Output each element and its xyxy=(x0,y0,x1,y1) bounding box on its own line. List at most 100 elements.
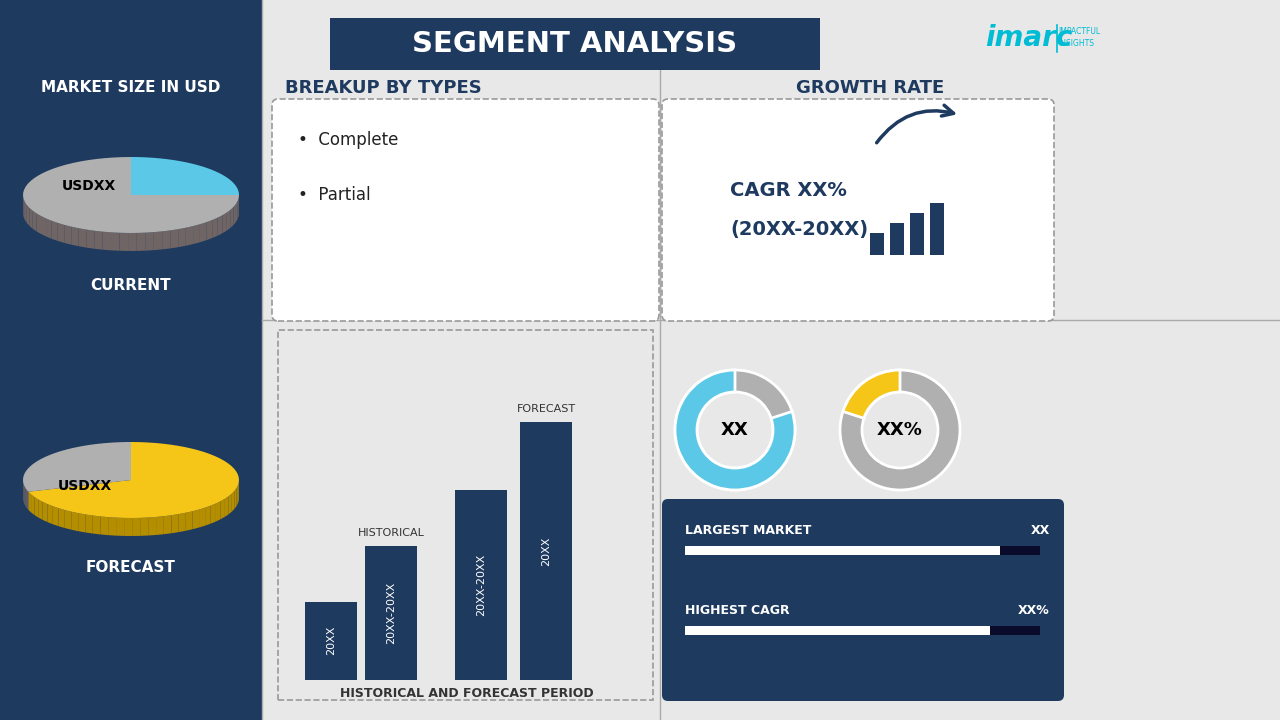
Text: 20XX: 20XX xyxy=(326,626,335,655)
Text: •  Partial: • Partial xyxy=(298,186,371,204)
Wedge shape xyxy=(675,370,795,490)
Bar xyxy=(989,626,1039,635)
Text: SEGMENT ANALYSIS: SEGMENT ANALYSIS xyxy=(412,30,737,58)
Text: (20XX-20XX): (20XX-20XX) xyxy=(730,220,868,240)
Polygon shape xyxy=(116,518,124,536)
Polygon shape xyxy=(206,220,212,240)
Bar xyxy=(330,18,820,70)
Polygon shape xyxy=(229,494,232,514)
Polygon shape xyxy=(148,517,156,536)
Text: XX: XX xyxy=(1030,523,1050,536)
Polygon shape xyxy=(42,502,47,522)
FancyBboxPatch shape xyxy=(662,99,1053,321)
Text: •  Complete: • Complete xyxy=(298,131,398,149)
Bar xyxy=(685,546,1039,555)
Polygon shape xyxy=(78,228,86,248)
Polygon shape xyxy=(170,229,178,248)
Polygon shape xyxy=(23,157,239,233)
Polygon shape xyxy=(109,517,116,536)
Bar xyxy=(910,213,924,255)
Polygon shape xyxy=(193,224,200,244)
Polygon shape xyxy=(38,500,42,520)
Polygon shape xyxy=(119,233,128,251)
Polygon shape xyxy=(146,232,154,251)
Polygon shape xyxy=(92,516,100,534)
Text: 20XX-20XX: 20XX-20XX xyxy=(387,582,396,644)
Polygon shape xyxy=(29,208,33,229)
Polygon shape xyxy=(132,518,141,536)
Polygon shape xyxy=(78,513,86,532)
Polygon shape xyxy=(111,233,119,251)
Polygon shape xyxy=(200,222,206,242)
Text: XX%: XX% xyxy=(1019,603,1050,616)
Polygon shape xyxy=(156,516,164,535)
Polygon shape xyxy=(100,516,109,535)
Polygon shape xyxy=(23,442,131,492)
Polygon shape xyxy=(59,508,65,528)
Text: MARKET SIZE IN USD: MARKET SIZE IN USD xyxy=(41,81,220,96)
Polygon shape xyxy=(51,221,58,241)
Polygon shape xyxy=(28,492,31,513)
Polygon shape xyxy=(233,204,236,225)
Text: 20XX-20XX: 20XX-20XX xyxy=(476,554,486,616)
Text: imarc: imarc xyxy=(986,24,1073,52)
Bar xyxy=(365,546,417,680)
Polygon shape xyxy=(212,217,218,238)
Polygon shape xyxy=(154,231,163,250)
Polygon shape xyxy=(47,504,52,524)
Text: XX: XX xyxy=(721,421,749,439)
Polygon shape xyxy=(37,213,41,234)
Polygon shape xyxy=(216,501,220,521)
Polygon shape xyxy=(236,201,238,222)
Polygon shape xyxy=(232,491,234,512)
Polygon shape xyxy=(27,205,29,226)
Bar xyxy=(870,233,884,255)
Polygon shape xyxy=(179,513,186,532)
Text: FORECAST: FORECAST xyxy=(86,560,175,575)
Text: FORECAST: FORECAST xyxy=(516,405,576,415)
Polygon shape xyxy=(95,230,102,250)
Text: IMPACTFUL: IMPACTFUL xyxy=(1059,27,1100,37)
Polygon shape xyxy=(86,230,95,248)
Polygon shape xyxy=(86,514,92,534)
FancyBboxPatch shape xyxy=(278,330,653,700)
Text: HIGHEST CAGR: HIGHEST CAGR xyxy=(685,603,790,616)
Polygon shape xyxy=(141,518,148,536)
Text: CAGR XX%: CAGR XX% xyxy=(730,181,847,199)
Bar xyxy=(305,602,357,680)
Bar xyxy=(685,626,1039,635)
Wedge shape xyxy=(675,370,795,490)
Text: GROWTH RATE: GROWTH RATE xyxy=(796,79,945,97)
Polygon shape xyxy=(72,512,78,531)
Bar xyxy=(931,203,945,255)
Polygon shape xyxy=(192,510,200,529)
Polygon shape xyxy=(72,227,78,246)
Polygon shape xyxy=(33,211,37,231)
Polygon shape xyxy=(102,232,111,251)
Bar xyxy=(0,0,262,720)
Polygon shape xyxy=(234,488,237,509)
Polygon shape xyxy=(128,233,137,251)
Text: USDXX: USDXX xyxy=(61,179,116,194)
Polygon shape xyxy=(58,223,64,243)
Polygon shape xyxy=(237,485,238,506)
Bar xyxy=(1000,546,1039,555)
Bar xyxy=(890,223,904,255)
Polygon shape xyxy=(186,226,193,246)
Polygon shape xyxy=(163,230,170,249)
Polygon shape xyxy=(131,157,239,195)
FancyArrowPatch shape xyxy=(877,105,954,143)
Polygon shape xyxy=(164,516,172,534)
Polygon shape xyxy=(186,511,192,531)
Polygon shape xyxy=(65,510,72,530)
Polygon shape xyxy=(46,218,51,239)
Polygon shape xyxy=(205,505,211,526)
Polygon shape xyxy=(24,202,27,223)
Text: LARGEST MARKET: LARGEST MARKET xyxy=(685,523,812,536)
Polygon shape xyxy=(200,508,205,528)
Text: BREAKUP BY TYPES: BREAKUP BY TYPES xyxy=(285,79,481,97)
Polygon shape xyxy=(227,210,230,230)
FancyBboxPatch shape xyxy=(273,99,659,321)
Polygon shape xyxy=(28,442,239,518)
Wedge shape xyxy=(840,370,960,490)
